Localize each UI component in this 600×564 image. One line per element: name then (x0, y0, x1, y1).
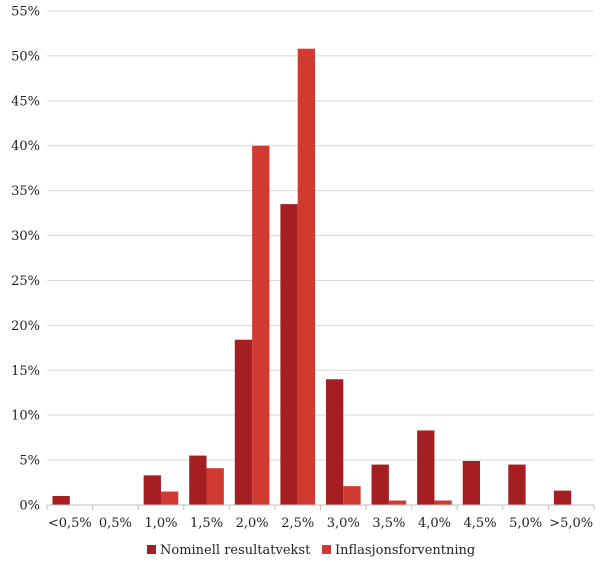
bar (388, 500, 407, 505)
gridlines (47, 10, 594, 461)
y-tick-label: 20% (11, 319, 40, 334)
bar (371, 464, 389, 505)
x-tick-label: <0,5% (48, 516, 92, 531)
bar (462, 460, 481, 505)
bar (252, 145, 270, 506)
y-tick-label: 30% (11, 229, 40, 244)
x-tick-label: 1,5% (190, 516, 223, 531)
x-tick-label: 2,0% (236, 516, 269, 531)
bar (297, 48, 316, 505)
x-tick-label: 3,5% (372, 516, 405, 531)
bar (52, 496, 70, 505)
legend-swatch (147, 545, 156, 554)
legend-label: Inflasjonsforventning (335, 543, 475, 558)
bar (189, 455, 207, 505)
x-tick-label: 5,0% (509, 516, 542, 531)
bar (553, 490, 572, 505)
bar (206, 468, 224, 505)
y-tick-label: 45% (11, 94, 40, 109)
legend-label: Nominell resultatvekst (160, 543, 311, 558)
y-tick-label: 10% (11, 409, 40, 424)
bar (280, 204, 298, 506)
bars (52, 48, 572, 506)
x-tick-label: >5,0% (549, 516, 593, 531)
bar (343, 486, 361, 505)
bar (325, 379, 344, 505)
bar (434, 500, 452, 505)
legend-item: Nominell resultatvekst (147, 543, 311, 558)
y-tick-label: 5% (19, 454, 40, 469)
x-tick-label: 4,5% (464, 516, 497, 531)
x-tick-label: 1,0% (144, 516, 177, 531)
bar (160, 491, 179, 505)
legend: Nominell resultatvekst Inflasjonsforventn… (147, 543, 475, 558)
y-tick-label: 40% (11, 139, 40, 154)
bar (417, 430, 435, 505)
bar (234, 339, 253, 505)
bar (143, 475, 161, 505)
x-axis-ticks: <0,5% 0,5% 1,0% 1,5% 2,0% 2,5% 3,0% 3,5% 4,0% 4,5… (46, 505, 595, 531)
y-tick-label: 50% (11, 49, 40, 64)
x-tick-label: 2,5% (281, 516, 314, 531)
y-tick-label: 35% (11, 184, 40, 199)
bar (508, 464, 526, 505)
y-tick-label: 55% (11, 5, 40, 20)
y-axis-ticks: 0% 5% 10% 15% 20% 25% 30% 35% 40% 45% 50% 55% (11, 5, 40, 514)
y-tick-label: 15% (11, 364, 40, 379)
legend-item: Inflasjonsforventning (322, 543, 475, 558)
x-tick-label: 0,5% (99, 516, 132, 531)
x-tick-label: 4,0% (418, 516, 451, 531)
y-tick-label: 25% (11, 274, 40, 289)
x-tick-label: 3,0% (327, 516, 360, 531)
y-tick-label: 0% (19, 499, 40, 514)
legend-swatch (322, 545, 331, 554)
